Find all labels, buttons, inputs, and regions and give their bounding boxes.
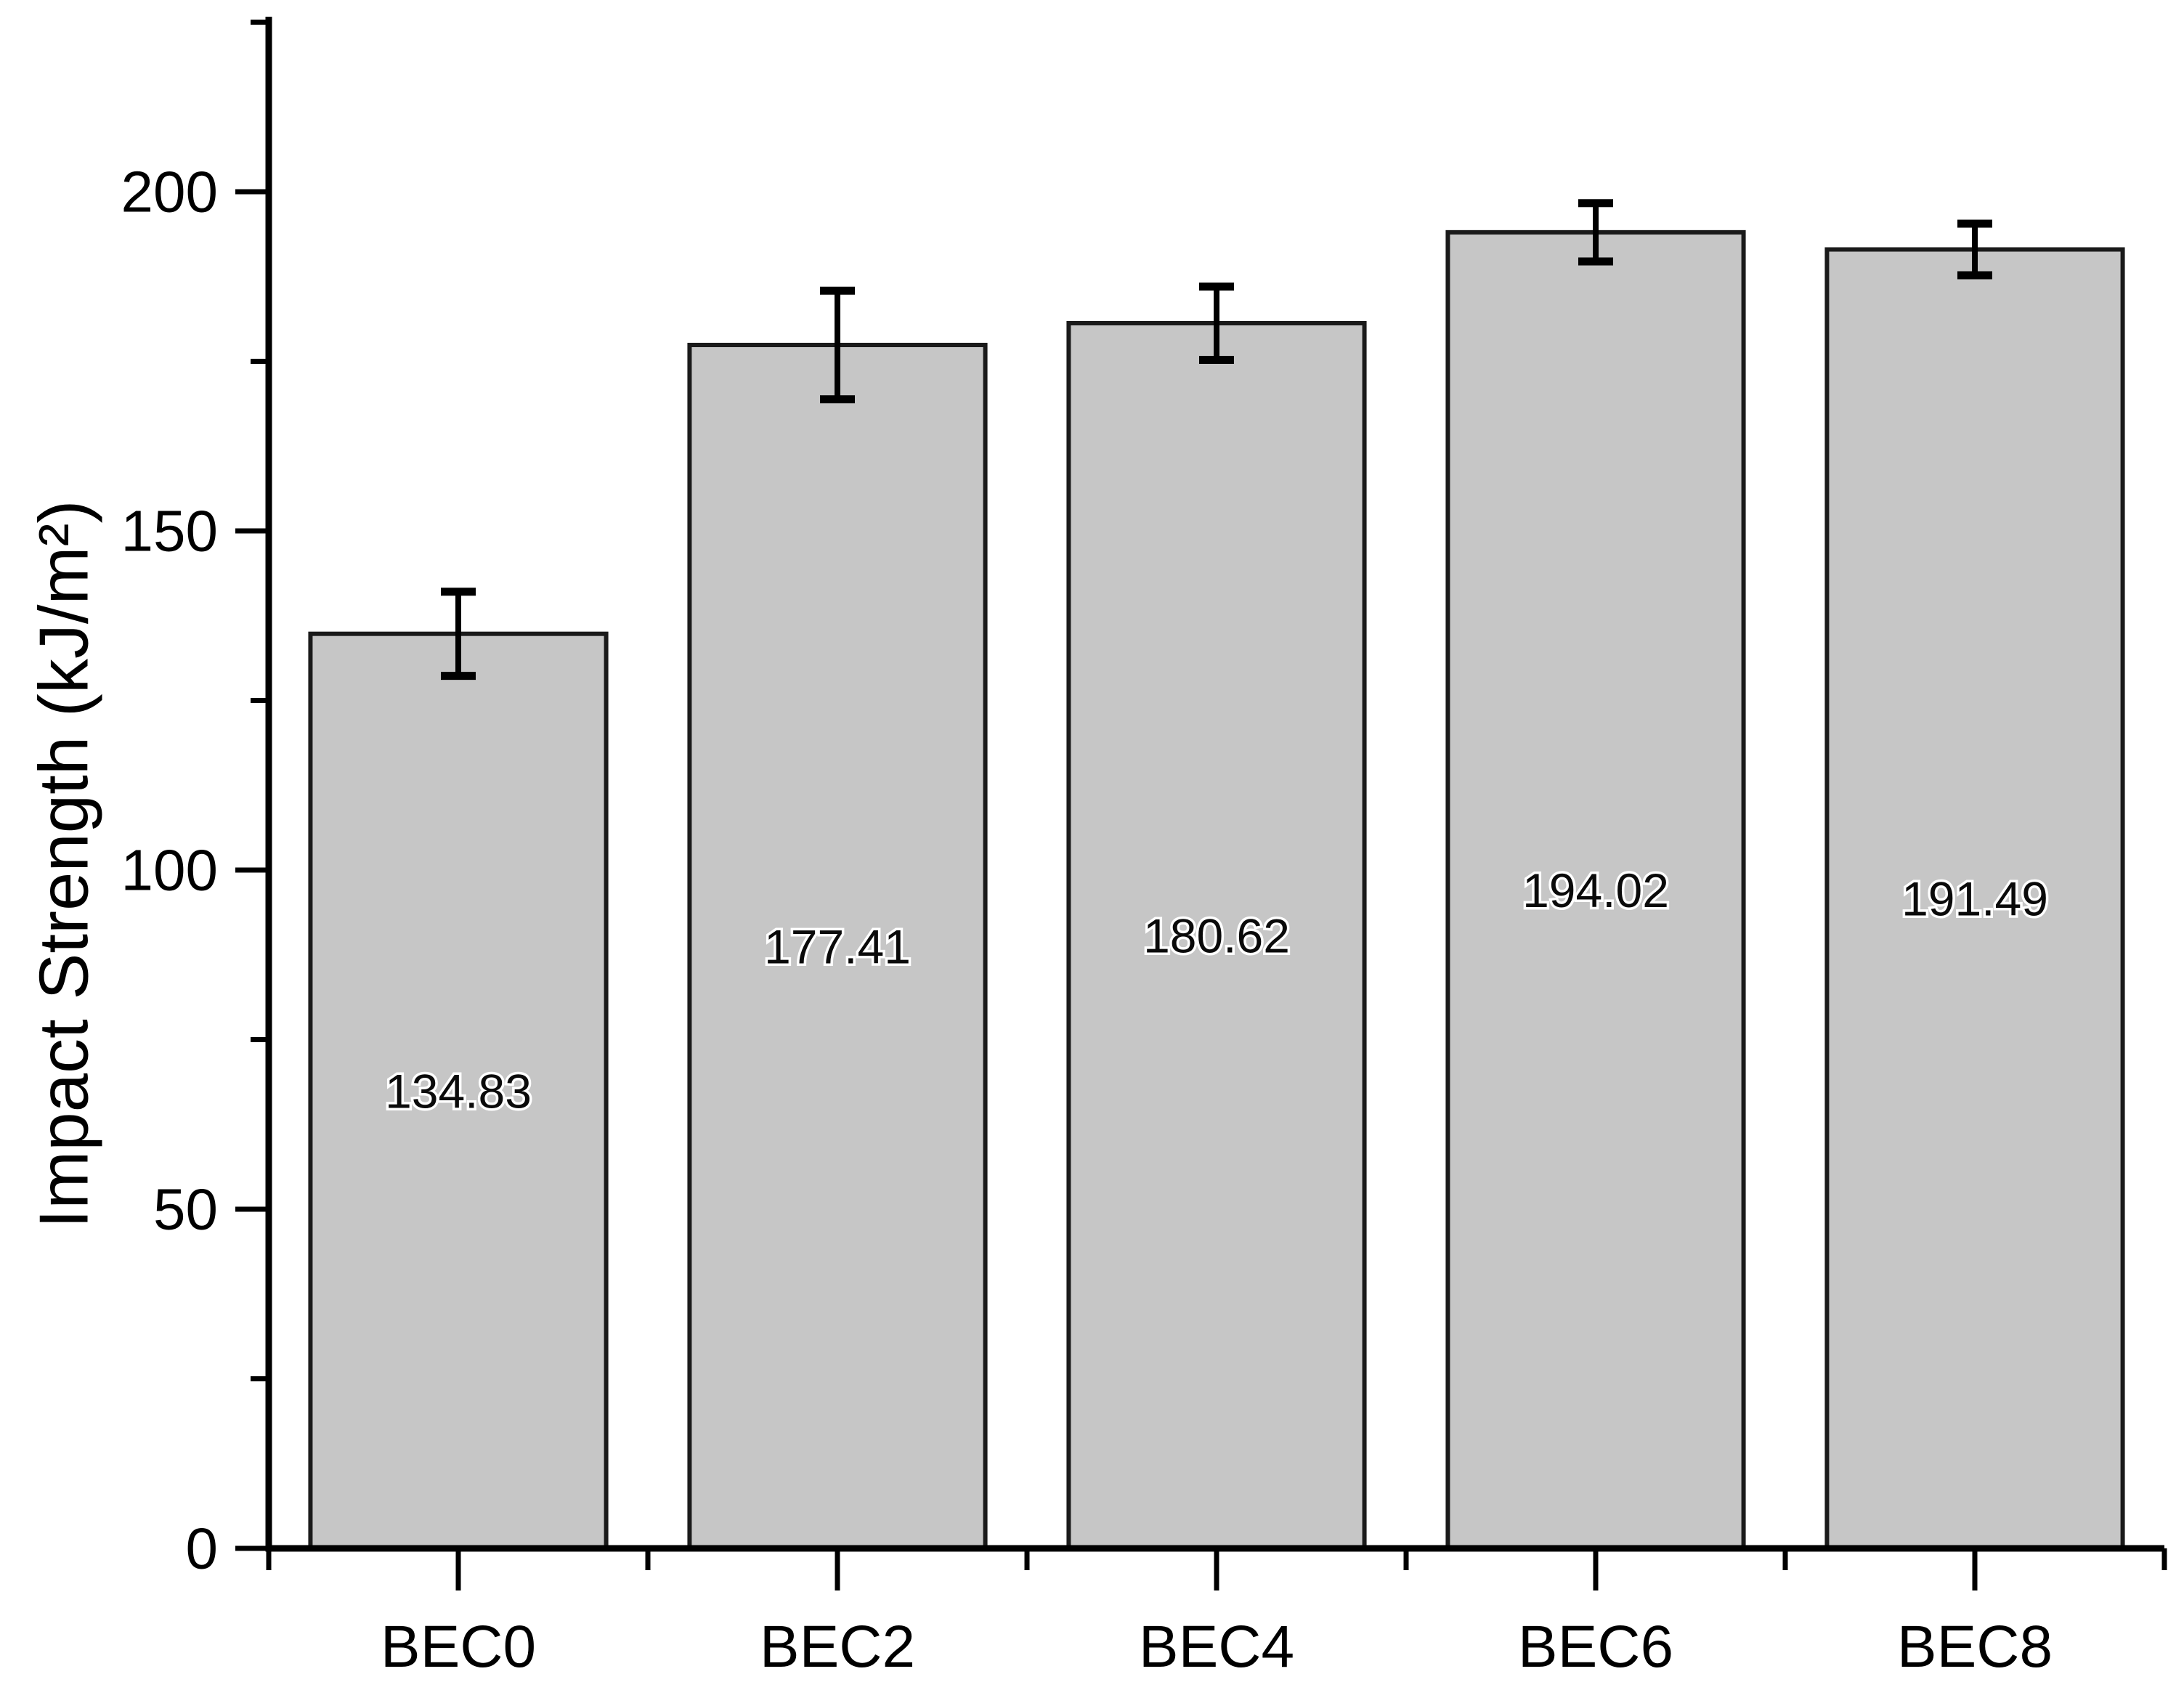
bar-bec4: [1066, 321, 1367, 1551]
y-tick-label: 100: [121, 838, 218, 903]
error-bar-bec4: [1199, 283, 1234, 364]
bar-value-label: 194.02: [1522, 864, 1669, 917]
x-category-label: BEC0: [381, 1614, 536, 1680]
y-tick-label: 0: [186, 1516, 219, 1581]
bar-value-label: 191.49: [1901, 872, 2048, 926]
error-bar-bec6: [1578, 199, 1613, 266]
bar-bec8: [1824, 247, 2125, 1551]
bar-bec0: [308, 631, 609, 1551]
error-bar-bec8: [1957, 219, 1992, 280]
x-category-label: BEC6: [1518, 1614, 1673, 1680]
error-bar-bec2: [820, 286, 855, 404]
error-bar-bec0: [441, 588, 476, 680]
y-axis-title: Impact Strength (kJ/m²): [25, 500, 103, 1229]
bar-value-label: 180.62: [1143, 909, 1290, 963]
y-tick-label: 50: [153, 1177, 218, 1242]
x-category-label: BEC2: [760, 1614, 915, 1680]
x-category-label: BEC8: [1897, 1614, 2053, 1680]
bar-value-label: 134.83: [385, 1064, 532, 1118]
y-tick-label: 150: [121, 499, 218, 564]
x-category-label: BEC4: [1139, 1614, 1294, 1680]
y-tick-label: 200: [121, 160, 218, 224]
bar-value-label: 177.41: [764, 919, 911, 973]
